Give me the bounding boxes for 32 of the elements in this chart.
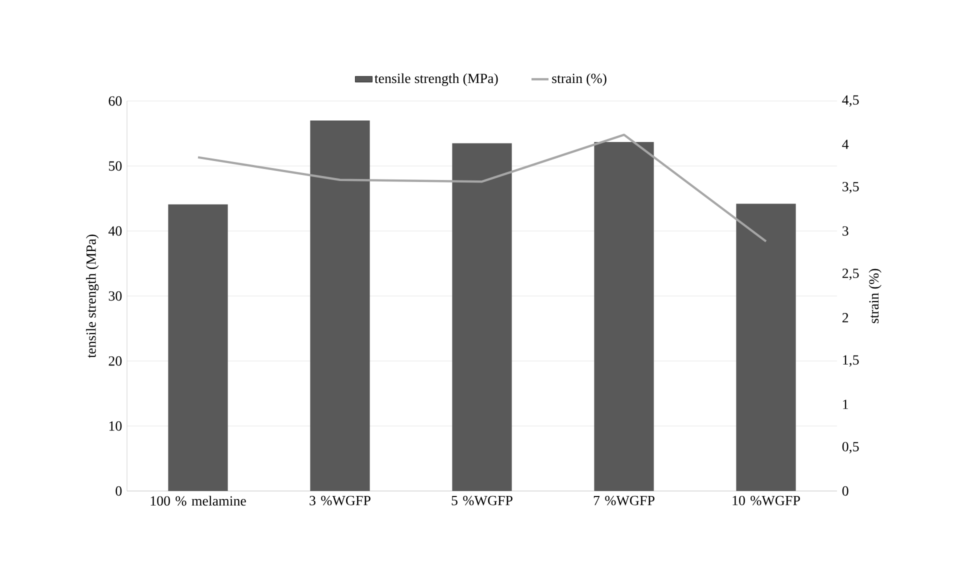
bar	[452, 143, 512, 491]
bar	[310, 120, 370, 491]
x-tick-label: 7 %WGFP	[594, 496, 654, 506]
y-tick-label: 0	[116, 486, 122, 496]
y-tick-label: 10	[109, 421, 122, 431]
y2-tick-label: 3,5	[842, 182, 859, 194]
y-tick-label: 30	[108, 291, 122, 301]
bar	[736, 204, 796, 491]
y2-tick-label: 4	[842, 140, 849, 149]
y2-tick-label: 2,5	[842, 268, 859, 280]
x-tick-label: 5 %WGFP	[452, 496, 512, 506]
y2-tick-label: 3	[842, 226, 848, 236]
bar	[168, 204, 228, 491]
y2-axis-title: strain (%)	[868, 268, 882, 324]
y2-tick-label: 4,5	[842, 95, 859, 107]
y-tick-label: 50	[109, 161, 122, 171]
line-series	[196, 134, 768, 242]
bar	[594, 142, 654, 491]
y-tick-label: 60	[108, 96, 122, 106]
y2-tick-label: 1	[843, 400, 848, 409]
y2-tick-label: 0,5	[842, 442, 859, 454]
y2-tick-label: 1,5	[843, 355, 859, 367]
x-tick-label: 10 %WGFP	[732, 496, 800, 506]
x-tick-label: 100 % melamine	[150, 496, 246, 506]
y-tick-label: 20	[108, 356, 122, 366]
legend-label: tensile strength (MPa)	[374, 73, 498, 86]
y2-tick-label: 2	[842, 313, 848, 322]
y-axis-title: tensile strength (MPa)	[86, 234, 99, 358]
x-tick-label: 3 %WGFP	[310, 496, 370, 506]
legend-label: strain (%)	[552, 73, 606, 86]
y2-tick-label: 0	[842, 486, 848, 496]
y-tick-label: 40	[108, 226, 122, 236]
